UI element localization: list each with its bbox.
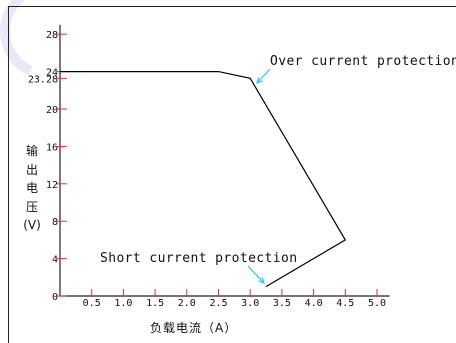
- y-tick-label: 20: [46, 105, 58, 116]
- y-tick-label: 24: [46, 68, 58, 79]
- annotation-label: Over current protection: [270, 54, 456, 69]
- annotation-arrowhead: [256, 77, 263, 85]
- series-line: [60, 70, 347, 288]
- y-tick-label: 8: [52, 217, 58, 228]
- x-tick-label: 4.5: [336, 298, 354, 309]
- chart-ticks: 0.5 1.0 1.5 2.0 2.5 3.0 3.5 4.0 4.5 5.0 0 4 8 12 16 20 2…: [28, 30, 386, 309]
- x-axis-label: 负载电流（A）: [150, 321, 238, 335]
- chart-series: [60, 70, 347, 288]
- chart-axes: [59, 24, 390, 297]
- annotation-arrow: [256, 68, 271, 84]
- y-tick-label: 16: [46, 142, 58, 153]
- chart-annotations: Over current protection Short current pro…: [100, 54, 456, 285]
- y-axis-label: 输 出 电 压 (V): [18, 142, 46, 235]
- x-tick-label: 3.5: [273, 298, 291, 309]
- y-axis-label-char: 输: [25, 144, 38, 158]
- x-tick-label: 3.0: [241, 298, 259, 309]
- x-tick-label: 4.0: [305, 298, 323, 309]
- y-axis-label-char: 出: [25, 162, 38, 177]
- x-tick-label: 2.5: [209, 298, 227, 309]
- x-tick-label: 2.0: [178, 298, 196, 309]
- x-tick-label: 0.5: [83, 298, 101, 309]
- x-tick-label: 1.0: [114, 298, 132, 309]
- y-tick-label: 28: [46, 30, 58, 41]
- y-tick-label: 4: [52, 255, 58, 266]
- y-axis-label-unit: (V): [23, 218, 41, 232]
- y-tick-label: 0: [52, 292, 58, 303]
- x-tick-label: 1.5: [146, 298, 164, 309]
- y-axis-label-char: 电: [25, 181, 38, 195]
- chart-frame: [8, 6, 456, 343]
- annotation-label: Short current protection: [100, 251, 297, 266]
- x-tick-label: 5.0: [368, 298, 386, 309]
- y-axis-label-char: 压: [25, 199, 38, 214]
- y-tick-label: 23.28: [28, 74, 58, 85]
- annotation-arrowhead: [258, 277, 265, 285]
- annotation-arrow: [247, 265, 265, 284]
- y-tick-label: 12: [46, 180, 58, 191]
